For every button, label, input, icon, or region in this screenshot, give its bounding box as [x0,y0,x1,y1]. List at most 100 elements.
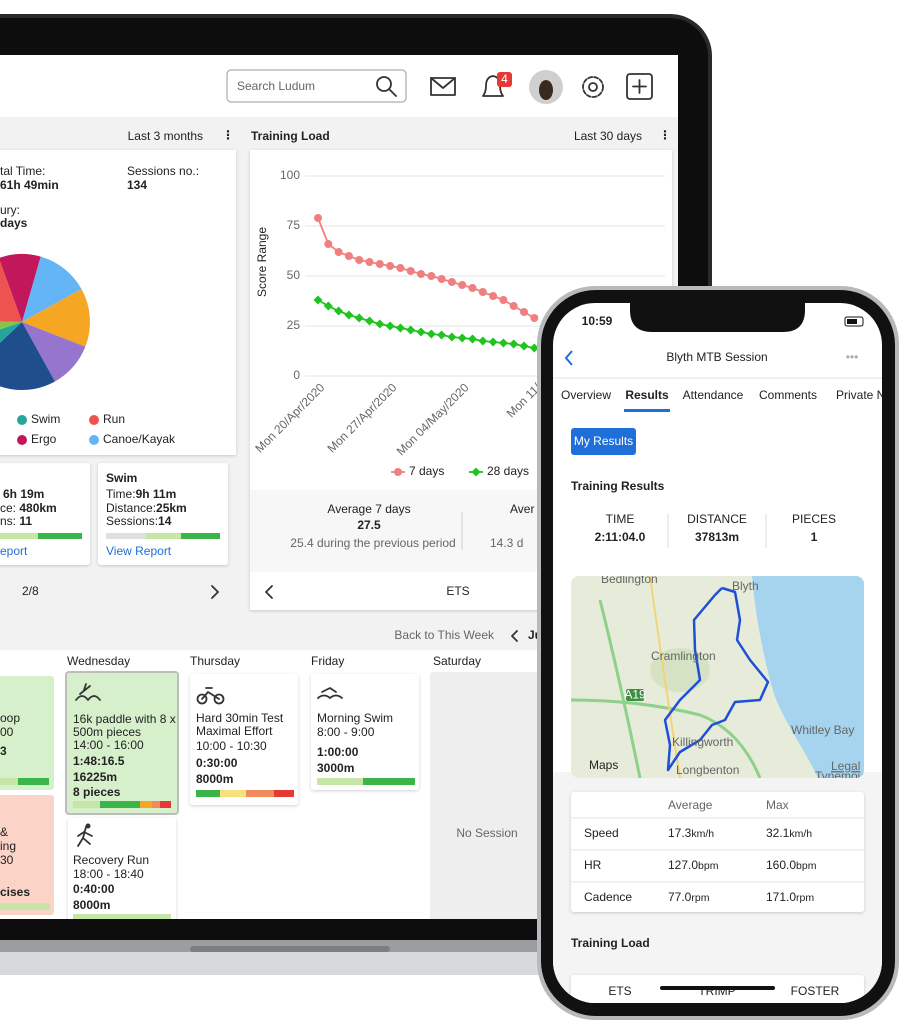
map-label: Killingworth [672,735,733,749]
session-card [0,463,90,565]
notch [630,303,805,332]
point [520,308,528,316]
back-button[interactable] [564,350,573,366]
bell-icon[interactable] [482,75,504,97]
settings-icon[interactable] [582,76,604,98]
cell-value: 127.0 [668,858,698,872]
search-box[interactable] [226,69,407,103]
bar-seg [246,790,274,797]
tile-text: cises [0,885,30,899]
session-tile[interactable] [0,795,54,915]
point [365,258,374,266]
total-time: 61h 49min [0,178,59,192]
tab[interactable]: Attendance [683,388,744,402]
point [437,275,446,283]
point [447,278,456,286]
label: ns: [0,514,16,528]
search-icon[interactable] [376,76,392,92]
tab-active[interactable]: Results [625,388,669,402]
session-tile[interactable] [65,671,179,815]
empty-day [430,672,545,919]
row-label: Cadence [584,890,632,904]
label: Sessions: [106,514,158,528]
menu-dots[interactable]: ⋮ [659,128,671,142]
map-label[interactable]: Legal [831,759,860,773]
add-icon[interactable] [626,73,653,100]
more-button[interactable]: ••• [846,350,859,364]
tile-distance: 8000m [196,772,233,786]
session-tile[interactable] [0,676,54,790]
pie-slice [0,321,22,330]
result-label: PIECES [792,512,836,526]
day-header: Friday [311,654,344,668]
chart-footer: ETS [446,584,469,598]
map[interactable]: Bedlington Blyth Cramlington A19 Killing… [571,572,874,783]
point [416,327,426,337]
y-tick-label: 50 [287,268,301,282]
tile-title: Recovery Run [73,853,149,867]
menu-dots[interactable]: ⋮ [222,128,234,142]
phone-screen: 10:59 Blyth MTB Session ••• Overview Res… [553,303,885,1003]
tile-text: oop [0,711,20,725]
mail-icon[interactable] [430,77,456,96]
tile-duration: 0:40:00 [73,882,115,896]
bike-icon [201,687,220,700]
session-tile[interactable] [311,674,419,790]
point [406,325,416,335]
tab[interactable]: Comments [759,388,817,402]
report-link[interactable]: eport [0,544,28,558]
result-label: TIME [606,512,635,526]
session-tile[interactable] [68,818,176,928]
stat-note: 25.4 during the previous period [290,536,455,550]
map-label: Bedlington [601,572,658,586]
next-arrow[interactable] [211,585,219,599]
tile-text: 00 [0,725,14,739]
cell-value: 17.3 [668,826,692,840]
result-value: 1 [811,530,818,544]
stat-value: 27.5 [357,518,381,532]
prev-arrow[interactable] [265,585,273,599]
mail-flap [430,77,456,89]
tab[interactable]: Overview [561,388,611,402]
legend-label: 28 days [487,464,529,478]
prev-week[interactable] [511,630,518,642]
back-link[interactable]: Back to This Week [394,628,495,642]
bar-seg [220,790,246,797]
tile-time: 14:00 - 16:00 [73,738,144,752]
point [395,323,405,333]
bar-seg [38,533,82,539]
stat-note: 14.3 d [490,536,523,550]
cell-unit: rpm [691,892,709,904]
pie-slice [0,322,22,343]
pager: 2/8 [22,584,39,598]
card-sessions: Sessions:14 [106,514,172,528]
add-plus [632,79,647,94]
point [478,336,488,346]
point [323,301,333,311]
my-results-button[interactable] [571,428,636,455]
point [375,260,384,268]
pie-slice [0,254,41,322]
load-column: FOSTER [791,984,840,998]
point [375,319,385,329]
tile-duration: 1:00:00 [317,745,359,759]
session-tile[interactable] [190,674,298,805]
tab[interactable]: Private N [836,388,885,402]
point [334,248,343,256]
bar-seg [140,801,152,808]
point [314,214,322,222]
point [468,284,477,292]
bar-seg [363,778,415,785]
tile-distance: 8000m [73,898,110,912]
screen-title: Blyth MTB Session [666,350,767,364]
run-icon-head [85,823,91,829]
chart-title: Training Load [251,129,330,143]
report-link[interactable]: View Report [106,544,172,558]
row-label: HR [584,858,602,872]
tile-text: 30 [0,853,14,867]
point [313,295,323,305]
result-value: 2:11:04.0 [595,530,646,544]
value: 480km [19,501,56,515]
map-label: Blyth [732,579,759,593]
